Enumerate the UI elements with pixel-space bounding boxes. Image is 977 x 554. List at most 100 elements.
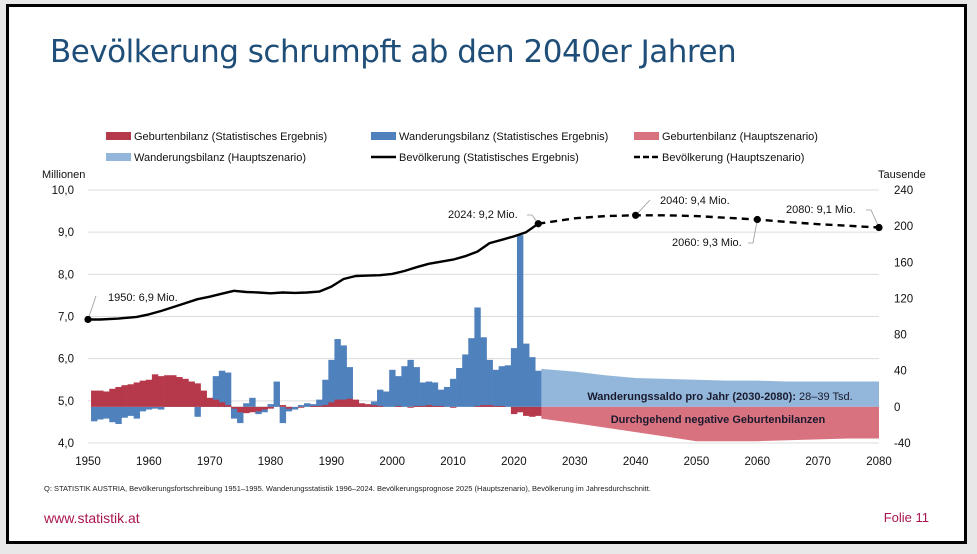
projection-areas: Wanderungssaldo pro Jahr (2030-2080): 28…	[541, 368, 879, 442]
x-tick-label: 2000	[379, 456, 405, 468]
y-axis-label-left: Millionen	[42, 169, 85, 181]
bar-geburten-hist	[170, 375, 177, 407]
line-bevoelkerung-hist	[88, 222, 539, 321]
y-tick-label-right: -40	[894, 438, 911, 450]
x-tick-label: 2020	[501, 456, 527, 468]
legend-label: Wanderungsbilanz (Hauptszenario)	[134, 152, 306, 164]
bar-wanderung-hist	[492, 369, 500, 407]
bar-geburten-hist	[364, 404, 372, 407]
bar-geburten-hist	[267, 406, 274, 409]
bar-wanderung-hist	[413, 367, 420, 407]
bar-geburten-hist	[510, 406, 518, 415]
bar-wanderung-hist	[340, 345, 347, 407]
bar-wanderung-hist	[510, 348, 518, 407]
data-point-marker	[534, 220, 542, 228]
y-tick-label-left: 7,0	[58, 312, 74, 324]
bar-geburten-hist	[261, 406, 268, 410]
x-tick-label: 2040	[623, 456, 649, 468]
bar-geburten-hist	[316, 405, 323, 407]
legend-label: Wanderungsbilanz (Statistisches Ergebnis…	[399, 131, 608, 143]
bar-wanderung-hist	[462, 354, 469, 407]
bar-geburten-hist	[279, 405, 287, 407]
bar-wanderung-hist	[279, 406, 287, 424]
bar-wanderung-hist	[249, 397, 256, 407]
x-tick-label: 1980	[258, 456, 284, 468]
bar-geburten-hist	[450, 406, 457, 408]
legend-label: Bevölkerung (Statistisches Ergebnis)	[399, 152, 579, 164]
website-link[interactable]: www.statistik.at	[44, 510, 140, 526]
bar-wanderung-hist	[516, 235, 524, 407]
bar-geburten-hist	[492, 405, 500, 407]
bar-geburten-hist	[310, 405, 317, 407]
x-tick-label: 1950	[75, 456, 101, 468]
bar-geburten-hist	[176, 377, 183, 407]
annotation-leader	[87, 295, 97, 320]
bar-geburten-hist	[322, 405, 329, 407]
bar-geburten-hist	[249, 406, 256, 413]
legend-swatch	[634, 132, 659, 140]
legend-swatch	[106, 153, 131, 161]
bar-wanderung-hist	[310, 404, 317, 407]
legend-label: Bevölkerung (Hauptszenario)	[662, 152, 804, 164]
data-point-marker	[753, 215, 761, 224]
x-tick-label: 2070	[805, 456, 831, 468]
x-tick-label: 2030	[562, 456, 588, 468]
bar-wanderung-hist	[267, 404, 274, 407]
data-point-marker	[632, 211, 640, 219]
annotations: 1950: 6,9 Mio. 2024: 9,2 Mio. 2040: 9,4 Mi…	[84, 195, 883, 324]
bar-wanderung-hist	[425, 381, 433, 407]
bar-wanderung-hist	[504, 365, 512, 407]
x-tick-label: 2060	[745, 456, 771, 468]
bar-geburten-hist	[139, 380, 147, 407]
bar-geburten-hist	[413, 405, 420, 407]
bar-geburten-hist	[218, 402, 226, 407]
area-label-geburten: Durchgehend negative Geburtenbilanzen	[611, 414, 826, 426]
bar-geburten-hist	[425, 405, 433, 407]
bar-wanderung-hist	[523, 343, 530, 407]
bar-wanderung-hist	[395, 376, 402, 407]
bar-geburten-hist	[237, 406, 244, 413]
y-tick-label-left: 10,0	[52, 185, 74, 197]
bar-geburten-hist	[230, 406, 238, 409]
annotation-label: 2024: 9,2 Mio.	[448, 209, 518, 221]
bar-wanderung-hist	[431, 382, 439, 407]
legend-label: Geburtenbilanz (Hauptszenario)	[662, 131, 818, 143]
bar-wanderung-hist	[151, 406, 159, 409]
bar-wanderung-hist	[322, 379, 329, 407]
bar-wanderung-hist	[498, 366, 506, 407]
bar-geburten-hist	[115, 386, 122, 407]
bar-wanderung-hist	[121, 406, 128, 418]
bar-geburten-hist	[346, 398, 353, 407]
bar-wanderung-hist	[103, 406, 110, 419]
bar-geburten-hist	[224, 405, 232, 407]
data-point-marker	[84, 315, 92, 324]
bar-wanderung-hist	[370, 401, 378, 407]
bar-wanderung-hist	[456, 368, 463, 407]
bar-wanderung-hist	[486, 359, 493, 407]
y-axis-label-right: Tausende	[878, 169, 926, 181]
bar-geburten-hist	[340, 399, 347, 407]
area-geburten-proj	[541, 406, 879, 442]
legend: Geburtenbilanz (Statistisches Ergebnis) W…	[106, 131, 818, 164]
bar-wanderung-hist	[297, 405, 305, 407]
bar-geburten-hist	[133, 382, 141, 407]
bar-wanderung-hist	[91, 406, 98, 422]
bar-wanderung-hist	[316, 399, 323, 407]
bar-geburten-hist	[157, 376, 165, 407]
bar-wanderung-hist	[139, 406, 147, 412]
line-bevoelkerung-proj	[538, 214, 880, 229]
bar-geburten-hist	[407, 406, 414, 408]
area-label-wanderung: Wanderungssaldo pro Jahr (2030-2080): 28…	[587, 391, 852, 403]
bar-wanderung-hist	[437, 389, 445, 407]
x-tick-label: 2050	[684, 456, 710, 468]
bar-geburten-hist	[285, 406, 293, 409]
annotation-leader	[866, 209, 880, 228]
y-tick-label-right: 120	[894, 293, 913, 305]
bar-wanderung-hist	[230, 406, 238, 419]
bar-geburten-hist	[486, 405, 493, 407]
slide-number: Folie 11	[883, 510, 929, 525]
bar-geburten-hist	[437, 405, 445, 407]
bar-wanderung-hist	[224, 372, 232, 407]
x-tick-label: 1970	[197, 456, 223, 468]
bar-geburten-hist	[523, 406, 530, 416]
